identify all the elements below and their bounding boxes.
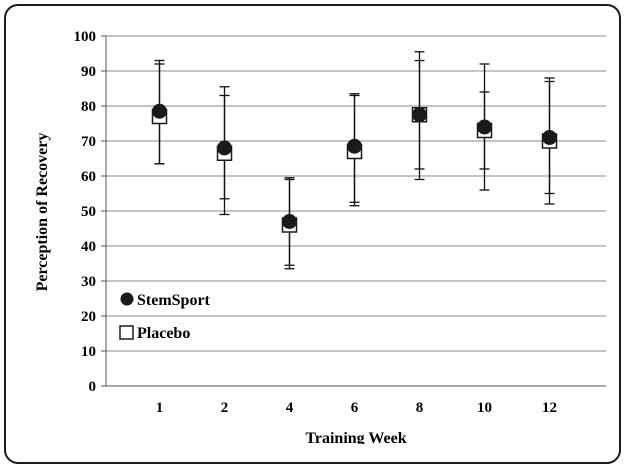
y-tick-label: 60 (81, 169, 96, 185)
stemsport-point (282, 214, 297, 229)
x-tick-label: 6 (351, 400, 359, 416)
y-tick-label: 70 (81, 134, 96, 150)
legend-label-stemsport: StemSport (137, 292, 211, 309)
y-tick-label: 30 (81, 274, 96, 290)
error-bars (154, 51, 555, 270)
x-tick-labels: 1 2 4 6 8 10 12 (156, 400, 557, 416)
y-axis-title: Perception of Recovery (34, 133, 51, 292)
x-tick-label: 2 (221, 400, 229, 416)
y-tick-label: 100 (74, 29, 97, 45)
y-tick-label: 80 (81, 99, 96, 115)
y-tick-label: 90 (81, 64, 96, 80)
x-tick-label: 1 (156, 400, 164, 416)
stemsport-point (412, 107, 427, 123)
y-tick-label: 40 (81, 239, 96, 255)
gridlines (101, 35, 606, 387)
axes (105, 36, 606, 387)
legend-marker-placebo (119, 325, 134, 340)
legend-marker-stemsport (120, 292, 134, 306)
x-tick-label: 10 (477, 400, 492, 416)
stemsport-point (152, 103, 167, 119)
data-markers (151, 103, 558, 233)
stemsport-point (477, 119, 492, 135)
stemsport-point (217, 140, 232, 156)
y-tick-label: 20 (81, 309, 96, 325)
legend-label-placebo: Placebo (137, 325, 190, 342)
x-axis-title: Training Week (305, 430, 406, 444)
y-tick-label: 10 (81, 344, 96, 360)
y-tick-labels: 0 10 20 30 40 50 60 70 80 90 100 (74, 29, 97, 395)
x-tick-label: 8 (416, 400, 424, 416)
y-tick-label: 0 (89, 379, 97, 395)
x-tick-label: 4 (286, 400, 294, 416)
stemsport-point (542, 130, 557, 145)
stemsport-point (347, 138, 362, 154)
x-tick-label: 12 (542, 400, 557, 416)
y-tick-label: 50 (81, 204, 96, 220)
chart-frame (4, 4, 621, 464)
legend: StemSport Placebo (119, 292, 211, 342)
